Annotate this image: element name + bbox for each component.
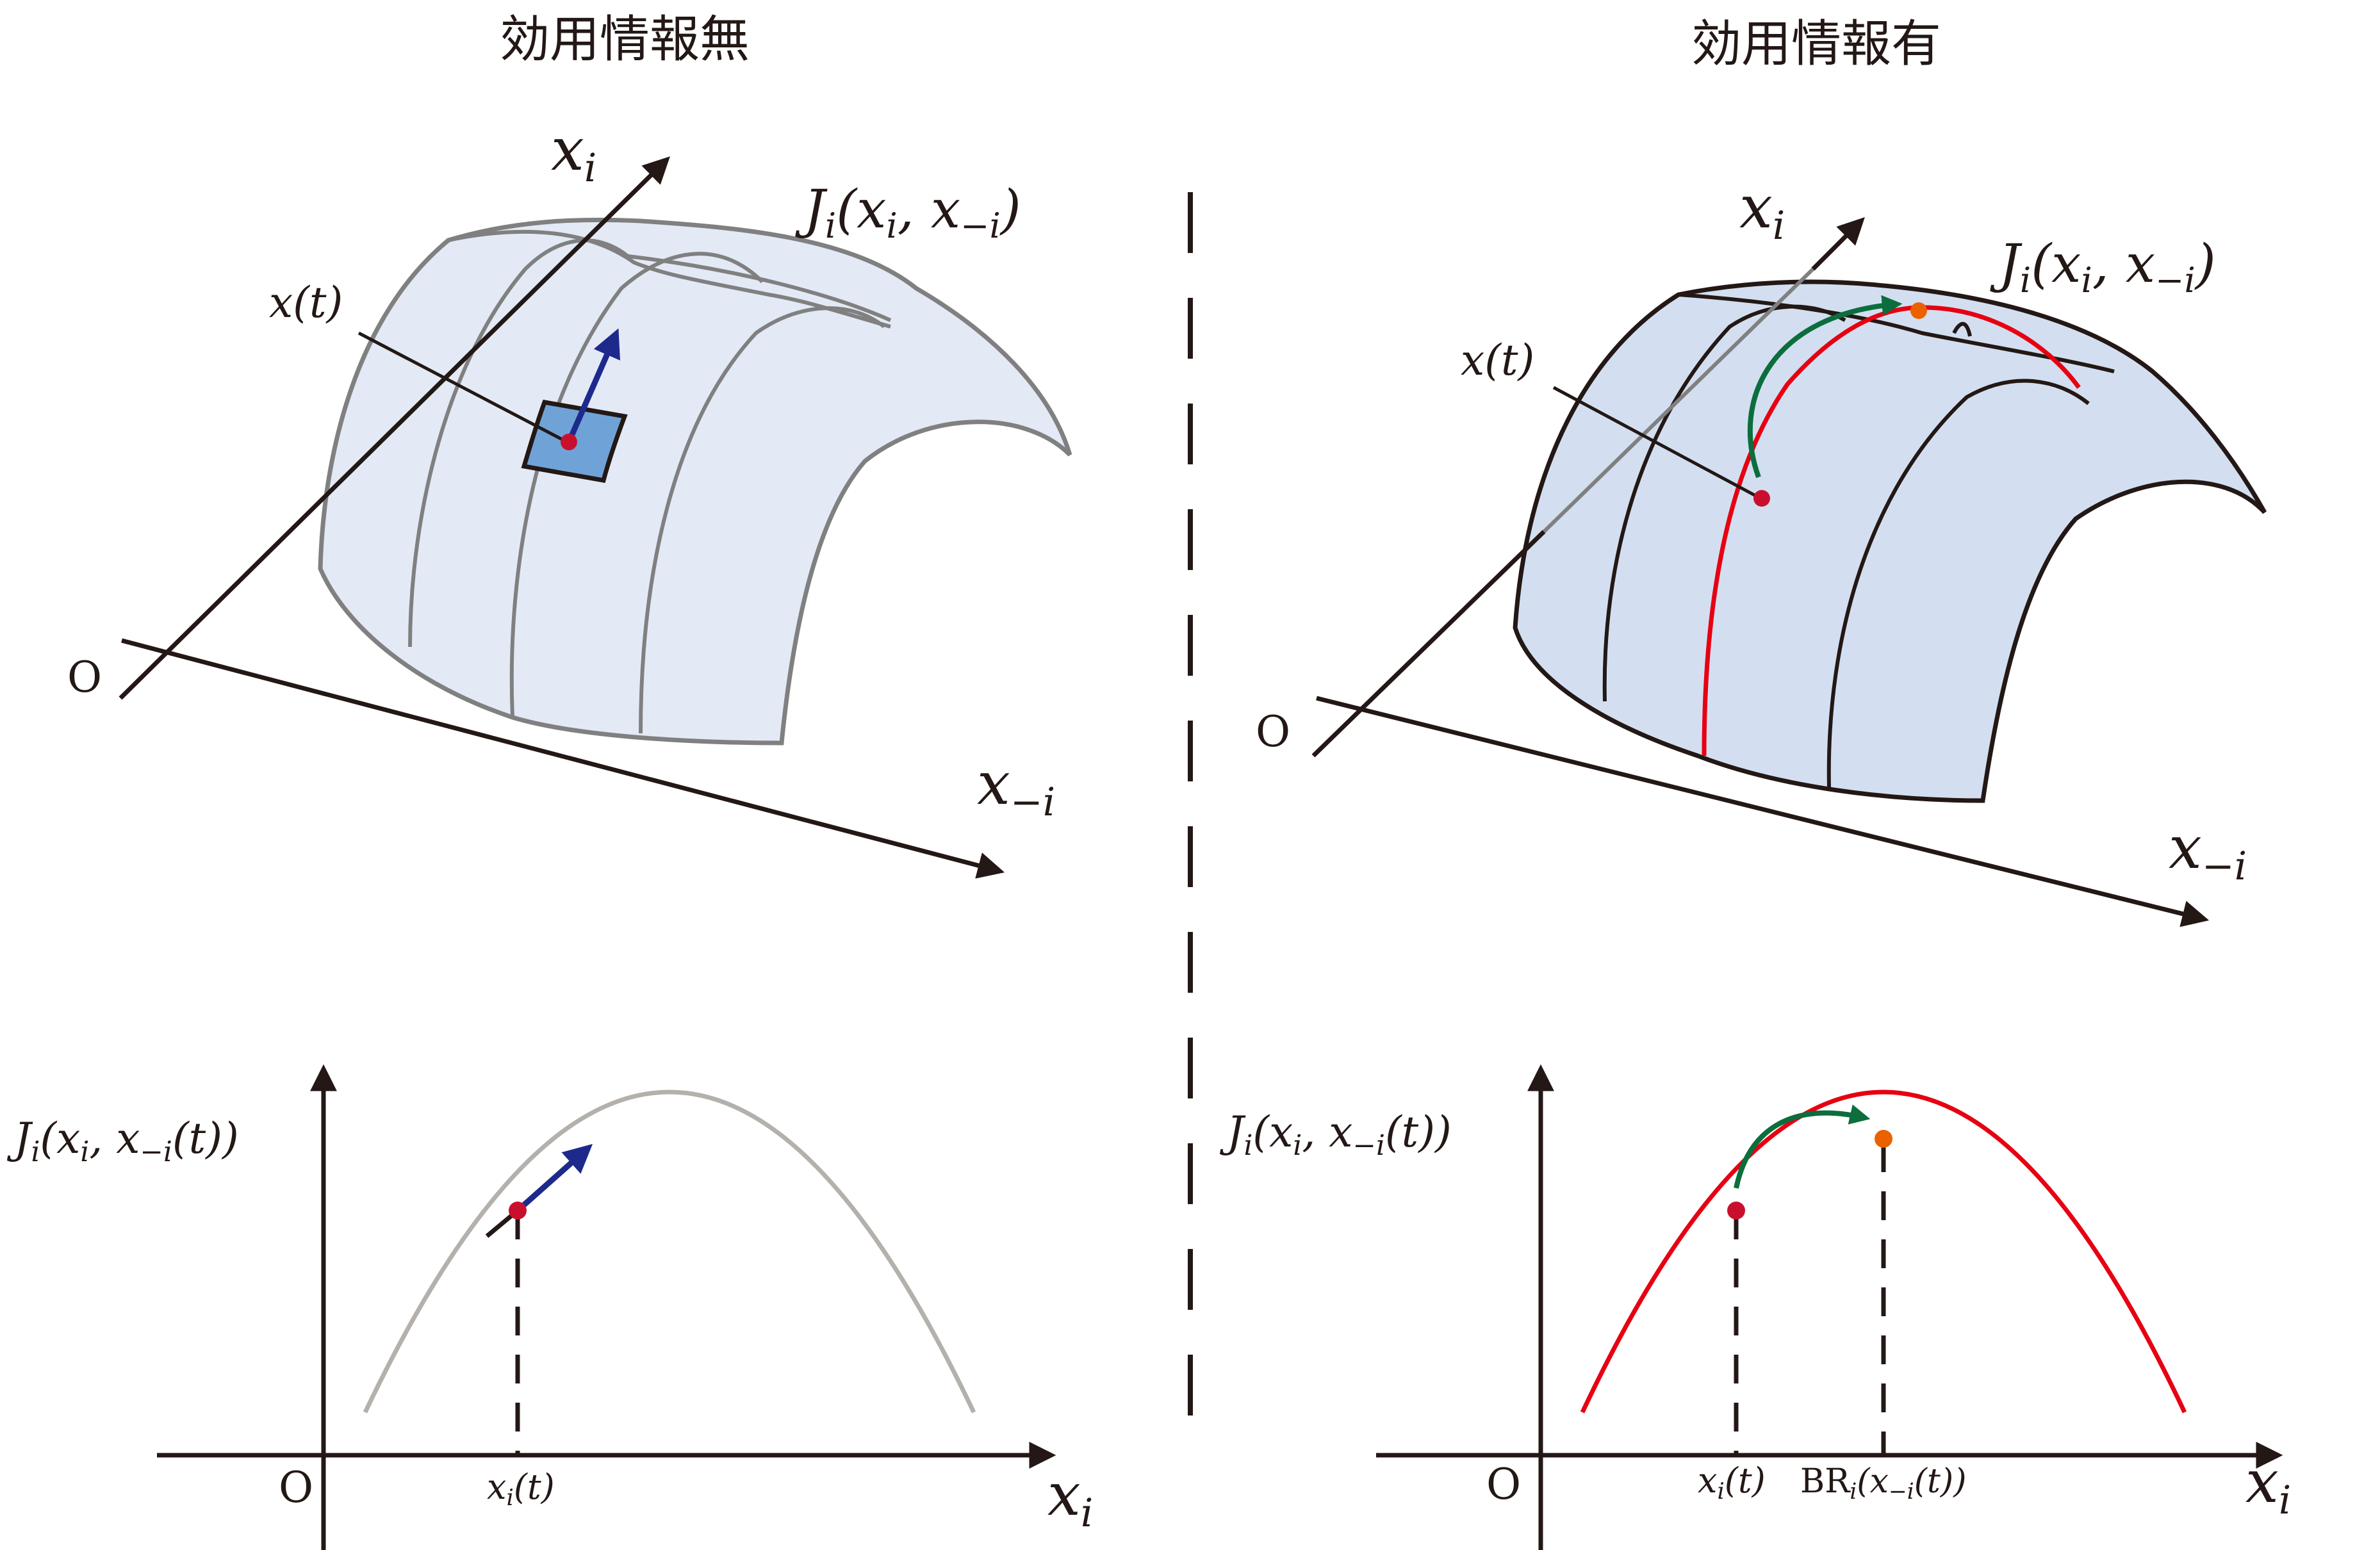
left-plot-y-label: Ji(xi, x−i(t)) bbox=[6, 1114, 239, 1168]
left-plot-x-label: xi bbox=[1047, 1460, 1093, 1536]
right-origin-label: O bbox=[1256, 707, 1290, 756]
right-plot-state-point bbox=[1727, 1202, 1745, 1220]
left-axis-xi-label: xi bbox=[551, 115, 596, 191]
right-plot-tick-state: xi(t) bbox=[1698, 1460, 1766, 1505]
right-plot-tick-br: BRi(x−i(t)) bbox=[1800, 1462, 1966, 1505]
right-plot: Ji(xi, x−i(t)) O xi(t) BRi(x−i(t)) xi bbox=[1219, 1064, 2291, 1550]
left-plot-state-point bbox=[509, 1202, 527, 1220]
left-state-point bbox=[561, 434, 577, 450]
right-surface bbox=[1513, 279, 2267, 803]
right-br-curve bbox=[1702, 305, 2081, 756]
right-state-leader bbox=[1552, 386, 1762, 500]
right-axis-xi-label: xi bbox=[1739, 173, 1785, 249]
right-optimum-point bbox=[1910, 302, 1927, 319]
right-plot-optimum-point bbox=[1875, 1130, 1892, 1148]
right-state-point bbox=[1753, 490, 1770, 507]
right-axis-x-minus-i-label: x−i bbox=[2169, 813, 2247, 889]
left-axis-x-minus-i-label: x−i bbox=[977, 749, 1055, 825]
right-state-label: x(t) bbox=[1461, 336, 1534, 385]
left-surface bbox=[318, 217, 1072, 746]
right-plot-jump-arrow bbox=[1734, 1104, 1871, 1189]
right-jump-arrow bbox=[1747, 295, 1903, 478]
left-gradient-arrow bbox=[566, 328, 621, 443]
left-utility-label: Ji(xi, x−i) bbox=[795, 179, 1021, 246]
left-plot-gradient-arrow bbox=[516, 1144, 593, 1213]
left-plot: Ji(xi, x−i(t)) O xi(t) xi bbox=[6, 1064, 1093, 1550]
right-plot-x-label: xi bbox=[2245, 1448, 2291, 1523]
right-utility-label: Ji(xi, x−i) bbox=[1990, 234, 2216, 300]
right-plot-origin: O bbox=[1486, 1460, 1521, 1509]
left-plot-tick-state: xi(t) bbox=[487, 1467, 555, 1511]
left-plot-curve bbox=[363, 1089, 976, 1414]
right-axis-xi bbox=[1311, 530, 1546, 758]
left-plot-origin: O bbox=[279, 1463, 313, 1512]
right-surface-panel: xi Ji(xi, x−i) x(t) O x−i bbox=[1256, 173, 2267, 927]
right-axis-xi-top bbox=[1811, 217, 1865, 271]
right-plot-y-label: Ji(xi, x−i(t)) bbox=[1219, 1107, 1452, 1162]
left-surface-panel: xi Ji(xi, x−i) x(t) O x−i bbox=[67, 115, 1072, 879]
title-right: 効用情報有 bbox=[1691, 15, 1941, 73]
right-axis-x-minus-i bbox=[1316, 696, 2210, 927]
title-left: 効用情報無 bbox=[500, 11, 750, 69]
right-plot-curve bbox=[1580, 1089, 2187, 1414]
left-axis-xi bbox=[119, 156, 670, 700]
right-axis-xi-hidden bbox=[1542, 267, 1815, 534]
left-state-label: x(t) bbox=[269, 278, 343, 327]
left-origin-label: O bbox=[67, 653, 102, 702]
left-state-leader bbox=[357, 331, 568, 444]
left-axis-x-minus-i bbox=[121, 638, 1005, 879]
